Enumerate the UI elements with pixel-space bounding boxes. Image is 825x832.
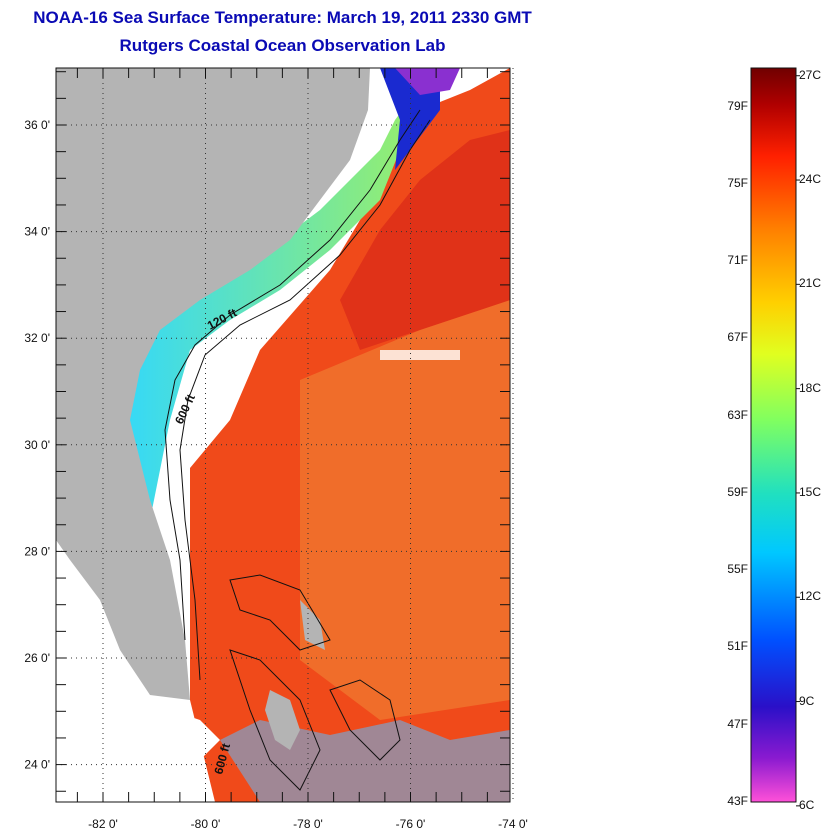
island: [265, 690, 300, 750]
colorbar-label-fahrenheit: 43F: [727, 794, 748, 808]
bahamas-contour: [229, 649, 321, 791]
isobath-120ft: [164, 109, 421, 641]
colorbar-label-celsius: 24C: [799, 172, 822, 187]
map-frame: [55, 67, 511, 803]
land-mass: [56, 68, 370, 700]
longitude-label: -74 0': [498, 817, 528, 831]
warm-core-water: [340, 130, 510, 350]
map-title: NOAA-16 Sea Surface Temperature: March 1…: [33, 8, 532, 27]
longitude-label: -80 0': [191, 817, 221, 831]
colorbar-label-fahrenheit: 47F: [727, 716, 748, 731]
latitude-label: 36 0': [24, 118, 50, 132]
sst-image: [56, 68, 510, 802]
colorbar-label-celsius: 27C: [799, 67, 822, 82]
colorbar-label-celsius: 21C: [799, 276, 822, 291]
longitude-label: -78 0': [293, 817, 323, 831]
colorbar-label-fahrenheit: 67F: [727, 330, 748, 345]
sargasso-water: [300, 300, 510, 720]
colorbar-label-celsius: 9C: [799, 693, 815, 708]
colorbar-ticks: [796, 75, 800, 807]
colorbar-label-celsius: 18C: [799, 380, 822, 395]
latitude-label: 30 0': [24, 438, 50, 452]
colorbar-label-fahrenheit: 59F: [727, 484, 748, 499]
colorbar-label-celsius: 15C: [799, 484, 822, 499]
colorbar-label-fahrenheit: 79F: [727, 98, 748, 113]
latitude-label: 24 0': [24, 758, 50, 772]
colorbar-label-fahrenheit: 55F: [727, 562, 748, 577]
island: [300, 600, 325, 650]
latitude-label: 34 0': [24, 225, 50, 239]
longitude-label: -82 0': [88, 817, 118, 831]
bahamas-contour: [329, 679, 401, 761]
latitude-label: 32 0': [24, 331, 50, 345]
colorbar: [750, 67, 797, 803]
cloud-patch: [380, 350, 460, 360]
colorbar-label-fahrenheit: 51F: [727, 639, 748, 654]
axis-labels: 36 0' 34 0' 32 0' 30 0' 28 0' 26 0' 24 0' -82 0…: [24, 118, 527, 831]
graticule: [56, 68, 514, 802]
colorbar-label-celsius: 12C: [799, 589, 822, 604]
latitude-label: 26 0': [24, 651, 50, 665]
coldest-water: [395, 68, 460, 95]
colorbar-label-fahrenheit: 71F: [727, 253, 748, 268]
colorbar-label-fahrenheit: 75F: [727, 175, 748, 190]
colorbar-label-fahrenheit: 63F: [727, 407, 748, 422]
colorbar-label-celsius: 6C: [799, 797, 815, 812]
longitude-label: -76 0': [396, 817, 426, 831]
bahamas-contour: [229, 574, 331, 651]
isobath-600ft: [179, 119, 431, 681]
latitude-label: 28 0': [24, 544, 50, 558]
shelf-water: [110, 68, 440, 520]
map-subtitle: Rutgers Coastal Ocean Observation Lab: [119, 36, 446, 55]
